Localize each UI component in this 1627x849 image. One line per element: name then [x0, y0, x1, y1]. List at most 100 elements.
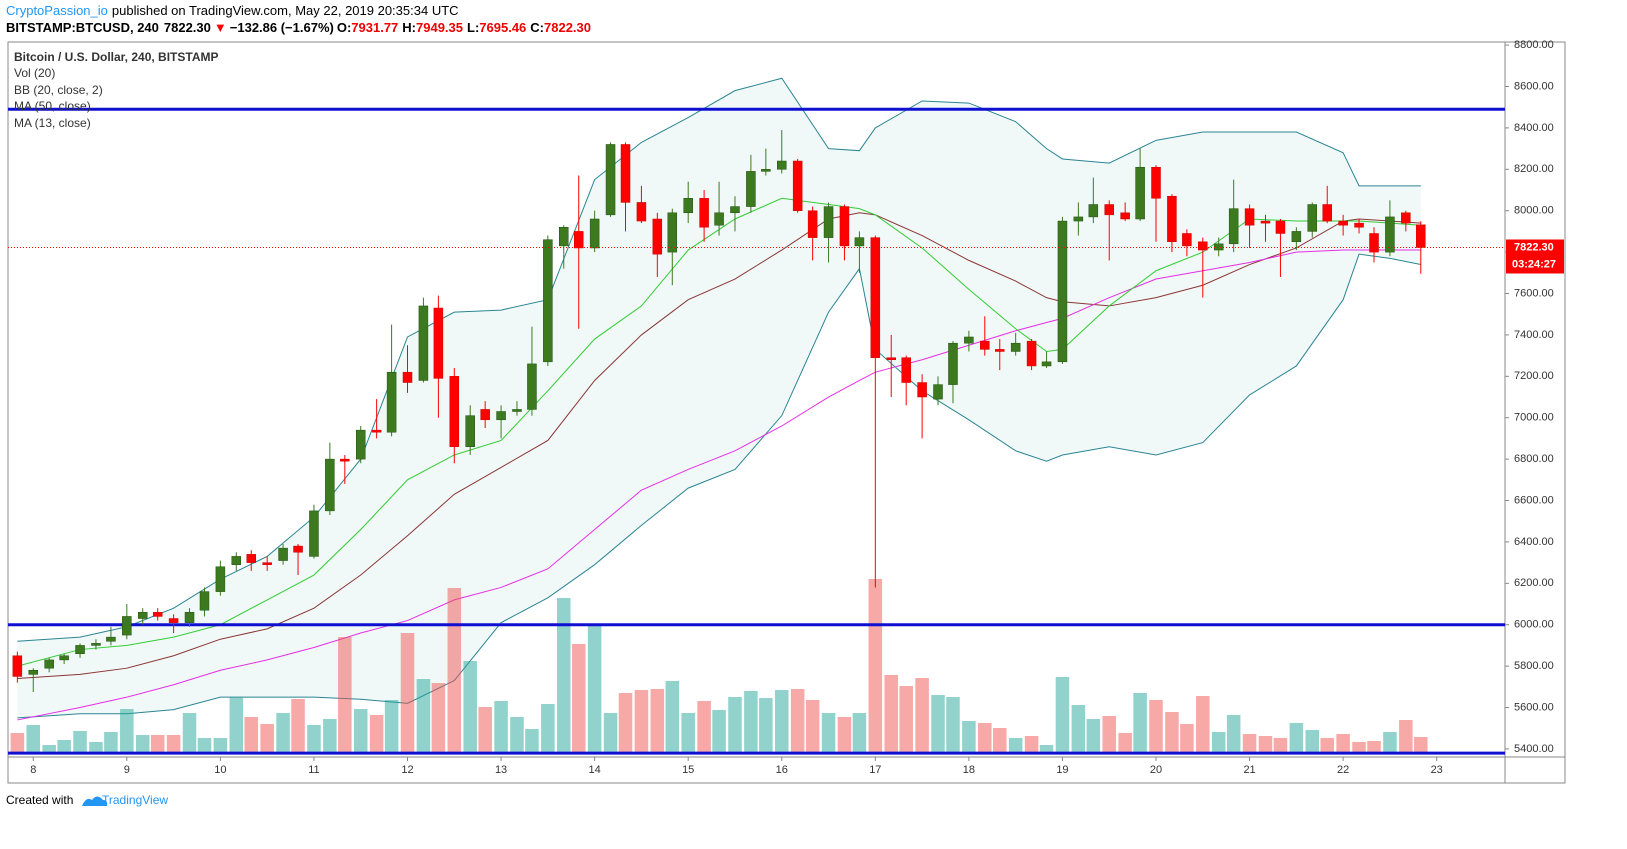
candle-body: [325, 458, 335, 512]
candle-body: [573, 231, 584, 249]
volume-bar: [587, 626, 602, 752]
volume-bar: [10, 733, 25, 752]
volume-bar: [1305, 730, 1320, 752]
candle-body: [340, 458, 350, 462]
candle-body: [496, 411, 506, 421]
change: −132.86 (−1.67%): [230, 20, 334, 35]
chart-frame: [7, 41, 1566, 784]
volume-bar: [1133, 693, 1147, 752]
legend-item: MA (13, close): [14, 116, 91, 130]
candle-body: [12, 655, 23, 677]
candle-body: [605, 144, 616, 216]
bb-fill: [17, 78, 1421, 718]
candle-body: [854, 237, 865, 247]
volume-bar: [1102, 716, 1116, 752]
publisher[interactable]: CryptoPassion_io: [6, 3, 108, 18]
candle-body: [730, 206, 740, 214]
candle-body: [152, 612, 163, 617]
candle-body: [309, 510, 319, 557]
x-tick-label: 13: [495, 764, 507, 776]
volume-bar: [618, 693, 633, 752]
candle-body: [792, 160, 803, 211]
volume-bar: [166, 735, 181, 752]
y-tick-label: 6000.00: [1514, 619, 1554, 631]
volume-bar: [510, 717, 524, 752]
volume-bar: [1414, 737, 1428, 752]
y-tick-label: 7200.00: [1514, 370, 1554, 382]
candle-body: [44, 659, 54, 669]
candle-body: [964, 336, 974, 344]
candle-body: [667, 212, 678, 253]
volume-bar: [1149, 700, 1163, 752]
symbol: BITSTAMP:BTCUSD, 240: [6, 20, 159, 35]
volume-bar: [665, 681, 680, 752]
x-tick-label: 20: [1150, 764, 1162, 776]
candle-body: [137, 612, 148, 619]
candle-body: [1198, 241, 1208, 251]
candle-body: [106, 636, 116, 642]
volume-bar: [993, 728, 1007, 752]
volume-bar: [759, 698, 773, 752]
volume-bar: [1336, 734, 1350, 752]
candle-body: [246, 554, 257, 563]
volume-bar: [26, 725, 41, 752]
legend-item: Bitcoin / U.S. Dollar, 240, BITSTAMP: [14, 50, 218, 64]
volume-bar: [899, 686, 913, 752]
candle-body: [1228, 208, 1239, 245]
volume-bar: [1086, 719, 1101, 752]
tradingview-logo[interactable]: [82, 796, 108, 807]
volume-bar: [1320, 738, 1334, 752]
y-tick-label: 5800.00: [1514, 660, 1554, 672]
candle-body: [1073, 216, 1084, 222]
volume-bar: [697, 701, 711, 752]
volume-bar: [728, 697, 742, 752]
footer-brand[interactable]: TradingView: [102, 793, 168, 807]
ohlc-label: L:: [467, 20, 479, 35]
volume-bar: [790, 689, 805, 752]
volume-bar: [712, 710, 726, 752]
volume-bar: [1118, 733, 1132, 752]
candle-body: [1167, 195, 1177, 243]
x-tick-label: 9: [124, 764, 130, 776]
candle-body: [1010, 342, 1021, 352]
candle-body: [1369, 233, 1379, 253]
volume-bar: [73, 731, 87, 752]
candle-body: [215, 566, 226, 592]
volume-bar: [494, 701, 508, 752]
ohlc-label: C:: [530, 20, 544, 35]
y-tick-label: 8600.00: [1514, 80, 1554, 92]
candle-body: [465, 415, 475, 447]
candle-body: [589, 218, 600, 249]
candle-body: [355, 429, 366, 460]
volume-bar: [291, 699, 305, 752]
volume-bar: [650, 689, 665, 752]
candle-body: [449, 376, 460, 447]
candle-body: [620, 144, 631, 203]
candle-body: [199, 591, 210, 611]
candle-body: [839, 206, 850, 247]
candle-body: [933, 384, 943, 400]
volume-bar: [744, 691, 758, 752]
candle-body: [402, 371, 413, 383]
volume-bar: [1211, 732, 1226, 752]
y-tick-label: 6400.00: [1514, 536, 1554, 548]
volume-bar: [260, 724, 274, 752]
symbol-line: BITSTAMP:BTCUSD, 240 7822.30 ▼ −132.86 (−1.…: [6, 20, 591, 35]
x-tick-label: 14: [589, 764, 601, 776]
candle-body: [761, 169, 771, 172]
volume-bar: [150, 735, 165, 752]
candle-body: [28, 670, 39, 675]
volume-bar: [369, 715, 384, 752]
candle-body: [231, 556, 242, 565]
x-tick-label: 21: [1243, 764, 1255, 776]
candle-body: [559, 227, 569, 247]
ohlc-value: 7931.77: [351, 20, 398, 35]
volume-bar: [307, 725, 321, 752]
candle-body: [1151, 166, 1161, 199]
candle-body: [823, 206, 834, 238]
volume-bar: [1273, 738, 1288, 752]
candle-body: [91, 643, 101, 646]
plot-area: 5400.00 5600.00 5800.00 6000.00 6200.00 6400.…: [8, 39, 1564, 776]
volume-bar: [463, 661, 477, 752]
